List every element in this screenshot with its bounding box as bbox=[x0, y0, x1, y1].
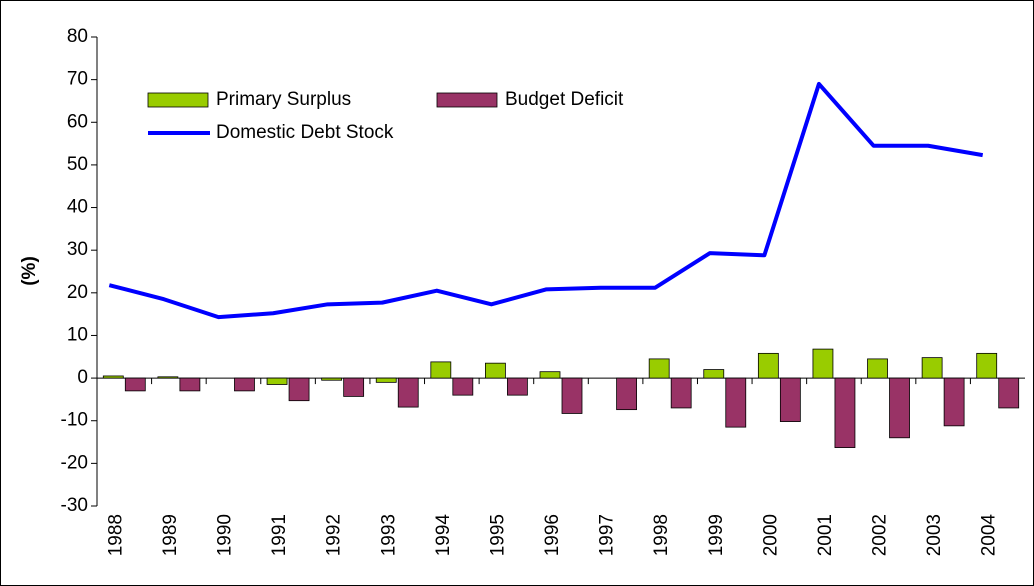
bar bbox=[507, 377, 528, 396]
x-tick-label: 1991 bbox=[269, 514, 290, 556]
bar bbox=[452, 377, 474, 396]
legend-label: Budget Deficit bbox=[505, 89, 624, 110]
y-tick-label: -30 bbox=[61, 495, 88, 516]
bar bbox=[921, 357, 943, 379]
legend-label: Domestic Debt Stock bbox=[216, 122, 394, 143]
legend-swatch bbox=[436, 92, 498, 108]
y-tick-label: 0 bbox=[77, 367, 88, 388]
y-tick-label: 30 bbox=[67, 239, 88, 260]
x-tick-label: 1993 bbox=[378, 514, 399, 556]
y-tick-label: -20 bbox=[61, 452, 88, 473]
x-tick-label: 2001 bbox=[815, 514, 836, 556]
x-tick-label: 1995 bbox=[487, 514, 508, 556]
x-tick-label: 2004 bbox=[979, 514, 1000, 557]
y-tick-label: 80 bbox=[67, 26, 88, 47]
bar bbox=[648, 358, 670, 379]
x-tick-label: 1994 bbox=[433, 514, 454, 557]
bar bbox=[485, 362, 506, 379]
bar bbox=[779, 377, 801, 422]
bar bbox=[561, 377, 583, 414]
bar bbox=[670, 377, 692, 409]
y-tick-label: 20 bbox=[67, 282, 88, 303]
x-tick-label: 2003 bbox=[924, 514, 945, 556]
bar bbox=[834, 377, 856, 448]
x-tick-label: 1988 bbox=[105, 514, 126, 556]
x-tick-label: 1999 bbox=[706, 514, 727, 556]
line bbox=[108, 81, 984, 320]
y-tick-label: 10 bbox=[67, 324, 88, 345]
bar bbox=[430, 361, 452, 379]
y-tick-label: 50 bbox=[67, 154, 88, 175]
legend-label: Primary Surplus bbox=[216, 89, 351, 110]
y-tick-label: -10 bbox=[61, 410, 88, 431]
bar bbox=[288, 377, 310, 402]
bar bbox=[757, 352, 779, 379]
bar bbox=[616, 377, 637, 411]
bar bbox=[124, 377, 146, 392]
x-tick-label: 2000 bbox=[760, 514, 781, 556]
bar bbox=[102, 375, 124, 379]
x-tick-label: 1997 bbox=[597, 514, 618, 556]
x-tick-label: 2002 bbox=[870, 514, 891, 556]
x-tick-label: 1989 bbox=[160, 514, 181, 556]
bar bbox=[943, 377, 965, 427]
bar bbox=[725, 377, 747, 428]
x-tick-label: 1996 bbox=[542, 514, 563, 556]
x-tick-label: 1998 bbox=[651, 514, 672, 556]
x-tick-label: 1990 bbox=[214, 514, 235, 556]
bar bbox=[343, 377, 365, 397]
bar bbox=[179, 377, 201, 392]
bar bbox=[867, 358, 888, 379]
y-tick-label: 70 bbox=[67, 69, 88, 90]
y-tick-label: 40 bbox=[67, 197, 88, 218]
bar bbox=[812, 348, 834, 379]
bar bbox=[976, 352, 998, 379]
x-tick-label: 1992 bbox=[324, 514, 345, 556]
legend-swatch bbox=[147, 92, 209, 108]
bar bbox=[234, 377, 255, 392]
bar bbox=[397, 377, 419, 408]
bar bbox=[998, 377, 1020, 409]
bar bbox=[157, 376, 179, 379]
bar bbox=[375, 377, 397, 383]
y-axis-label: (%) bbox=[19, 256, 40, 286]
bar bbox=[266, 377, 288, 385]
bar bbox=[539, 371, 561, 379]
bar bbox=[321, 377, 343, 381]
bar bbox=[703, 369, 725, 379]
bar bbox=[889, 377, 910, 439]
y-tick-label: 60 bbox=[67, 111, 88, 132]
